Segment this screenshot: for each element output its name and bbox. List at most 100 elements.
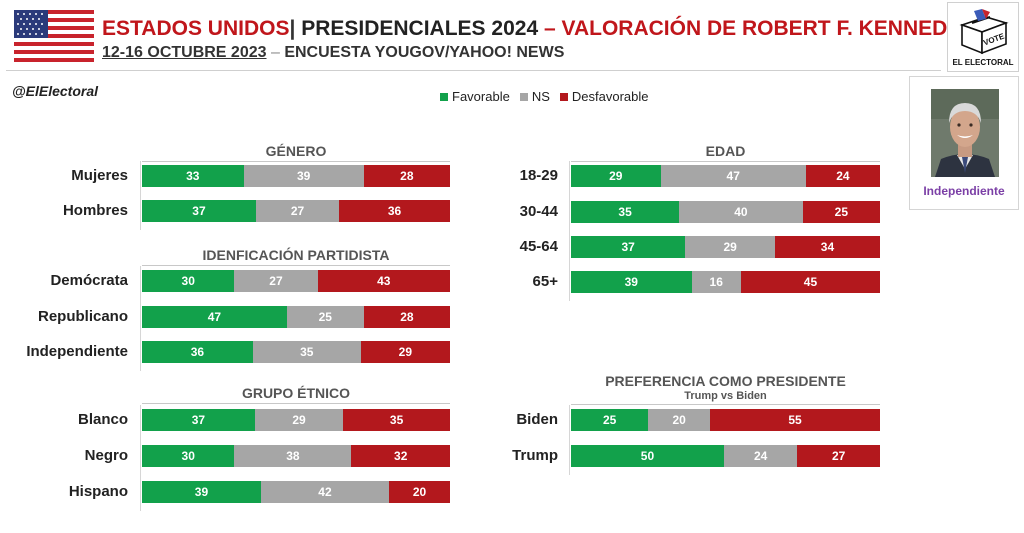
bar-segment-favorable: 25 — [571, 409, 649, 431]
chart-1-bar: 30 27 43 — [142, 270, 450, 292]
chart-3-bar: 39 16 45 — [571, 271, 880, 293]
subtitle-dash: – — [270, 44, 280, 61]
bar-segment-favorable: 33 — [142, 165, 244, 187]
chart-2-title-rule — [142, 403, 450, 404]
bar-segment-desfavorable: 28 — [363, 306, 450, 328]
title-dash: – — [543, 17, 556, 40]
bar-segment-desfavorable: 43 — [317, 270, 450, 292]
bar-segment-ns: 25 — [286, 306, 364, 328]
chart-3-bar: 37 29 34 — [571, 236, 880, 258]
chart-1-axis — [140, 266, 141, 371]
chart-3-title: EDAD — [705, 143, 746, 159]
chart-2-category-label: Blanco — [77, 411, 128, 428]
chart-3-bar: 35 40 25 — [571, 201, 880, 223]
chart-3-category-label: 45-64 — [519, 238, 558, 255]
bar-segment-desfavorable: 29 — [360, 341, 450, 363]
chart-1-category-label: Independiente — [26, 343, 128, 360]
bar-segment-favorable: 30 — [142, 270, 235, 292]
bar-segment-favorable: 37 — [142, 200, 256, 222]
bar-segment-favorable: 37 — [571, 236, 686, 258]
chart-2-bar: 39 42 20 — [142, 481, 450, 503]
title-election: PRESIDENCIALES 2024 — [301, 17, 539, 40]
bar-segment-ns: 24 — [723, 445, 798, 467]
bar-segment-ns: 29 — [685, 236, 775, 258]
chart-3-category-label: 18-29 — [519, 167, 558, 184]
page-title: ESTADOS UNIDOS| PRESIDENCIALES 2024 – VA… — [102, 17, 999, 41]
chart-4-axis — [569, 405, 570, 475]
bar-segment-desfavorable: 28 — [363, 165, 450, 187]
bar-segment-ns: 27 — [255, 200, 340, 222]
chart-2-title: GRUPO ÉTNICO — [241, 385, 351, 401]
bar-segment-desfavorable: 25 — [802, 201, 880, 223]
chart-0-axis — [140, 161, 141, 230]
legend-label-desfavorable: Desfavorable — [571, 89, 649, 104]
bar-segment-ns: 39 — [243, 165, 364, 187]
legend-label-ns: NS — [531, 89, 550, 104]
bar-segment-desfavorable: 45 — [740, 271, 880, 293]
bar-segment-ns: 29 — [254, 409, 344, 431]
legend-swatch-favorable — [440, 92, 448, 101]
bar-segment-desfavorable: 36 — [339, 200, 450, 222]
chart-3-title-rule — [571, 161, 880, 162]
chart-4-category-label: Trump — [512, 447, 558, 464]
chart-1-bar: 36 35 29 — [142, 341, 450, 363]
legend-swatch-ns — [519, 92, 528, 101]
chart-1-title-rule — [142, 265, 450, 266]
chart-1-title: IDENFICACIÓN PARTIDISTA — [202, 247, 390, 263]
chart-0-bar: 33 39 28 — [142, 165, 450, 187]
legend-label-favorable: Favorable — [452, 89, 510, 104]
chart-1-category-label: Republicano — [37, 308, 128, 325]
chart-4-bar: 25 20 55 — [571, 409, 880, 431]
ballot-box-icon: VOTE — [959, 9, 1009, 55]
bar-segment-ns: 20 — [648, 409, 711, 431]
chart-2-category-label: Hispano — [68, 483, 128, 500]
bar-segment-desfavorable: 35 — [343, 409, 450, 431]
bar-segment-ns: 40 — [679, 201, 803, 223]
bar-segment-ns: 42 — [260, 481, 389, 503]
chart-1-category-label: Demócrata — [50, 272, 128, 289]
page-subtitle: 12-16 OCTUBRE 2023 – ENCUESTA YOUGOV/YAH… — [102, 44, 564, 62]
bar-segment-ns: 27 — [234, 270, 318, 292]
title-separator: | — [289, 17, 296, 40]
chart-4-title: PREFERENCIA COMO PRESIDENTE — [605, 373, 846, 389]
candidate-portrait — [931, 89, 999, 177]
chart-2-bar: 37 29 35 — [142, 409, 450, 431]
pollster: ENCUESTA YOUGOV/YAHOO! NEWS — [284, 44, 565, 61]
bar-segment-desfavorable: 55 — [710, 409, 880, 431]
us-flag-icon — [14, 10, 94, 62]
chart-1-bar: 47 25 28 — [142, 306, 450, 328]
chart-2-axis — [140, 405, 141, 511]
social-handle: @ElElectoral — [12, 83, 99, 99]
chart-3-axis — [569, 161, 570, 301]
candidate-affiliation: Independiente — [923, 184, 1005, 198]
poll-dates: 12-16 OCTUBRE 2023 — [102, 44, 267, 61]
candidate-card: Independiente — [909, 76, 1019, 210]
bar-segment-favorable: 37 — [142, 409, 255, 431]
chart-4-category-label: Biden — [516, 411, 558, 428]
chart-0-title-rule — [142, 161, 450, 162]
header: ESTADOS UNIDOS| PRESIDENCIALES 2024 – VA… — [0, 0, 1024, 68]
bar-segment-favorable: 30 — [142, 445, 235, 467]
bar-segment-desfavorable: 34 — [774, 236, 880, 258]
bar-segment-ns: 35 — [252, 341, 361, 363]
bar-segment-favorable: 39 — [571, 271, 692, 293]
legend-item-favorable: Favorable — [440, 89, 510, 104]
chart-0-category-label: Hombres — [62, 202, 128, 219]
bar-segment-desfavorable: 24 — [805, 165, 880, 187]
bar-segment-ns: 38 — [234, 445, 352, 467]
legend-swatch-desfavorable — [559, 92, 568, 101]
chart-3-category-label: 65+ — [532, 273, 558, 290]
bar-segment-favorable: 47 — [142, 306, 287, 328]
chart-2-category-label: Negro — [84, 447, 128, 464]
chart-0-bar: 37 27 36 — [142, 200, 450, 222]
chart-2-bar: 30 38 32 — [142, 445, 450, 467]
bar-segment-favorable: 35 — [571, 201, 680, 223]
el-electoral-logo: VOTE EL ELECTORAL — [947, 2, 1019, 72]
bar-segment-desfavorable: 20 — [389, 481, 450, 503]
bar-segment-favorable: 29 — [571, 165, 661, 187]
bar-segment-ns: 47 — [660, 165, 806, 187]
logo-brand-text: EL ELECTORAL — [952, 58, 1014, 67]
legend: Favorable NS Desfavorable — [440, 89, 658, 104]
legend-item-desfavorable: Desfavorable — [559, 89, 649, 104]
chart-0-title: GÉNERO — [265, 143, 327, 159]
